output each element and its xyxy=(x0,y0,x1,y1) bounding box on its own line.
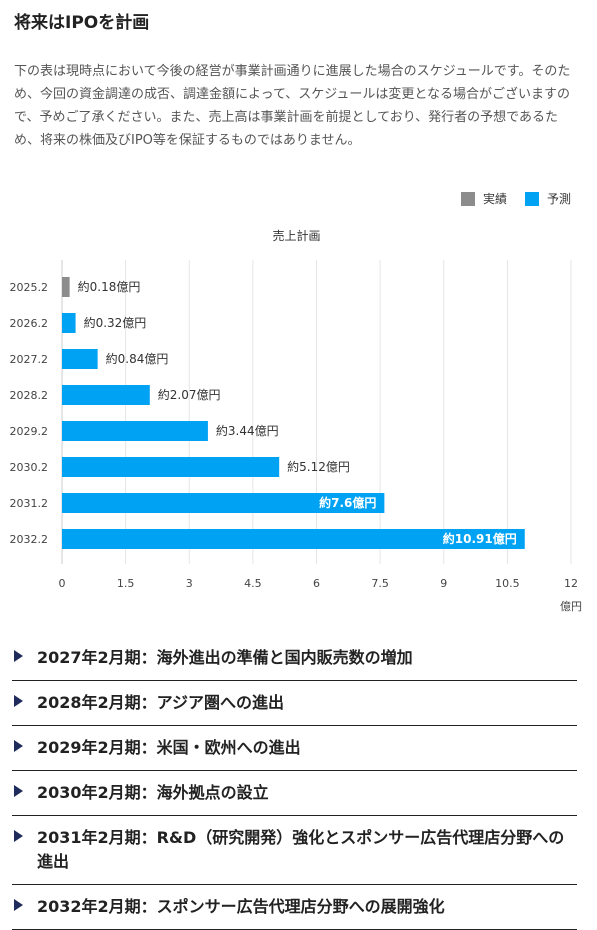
bar-data-label: 約0.32億円 xyxy=(84,315,147,330)
x-tick-label: 6 xyxy=(313,577,320,590)
triangle-right-icon xyxy=(14,899,23,911)
milestone-text: 2031年2月期：R&D（研究開発）強化とスポンサー広告代理店分野への進出 xyxy=(37,828,565,871)
milestone-item[interactable]: 2028年2月期：アジア圏への進出 xyxy=(12,681,577,726)
milestone-text: 2029年2月期：米国・欧州への進出 xyxy=(37,738,301,757)
y-category-label: 2029.2 xyxy=(10,425,49,438)
bar xyxy=(62,385,150,405)
x-tick-label: 0 xyxy=(59,577,66,590)
bar xyxy=(62,457,280,477)
bar xyxy=(62,277,70,297)
y-category-label: 2030.2 xyxy=(10,461,49,474)
triangle-right-icon xyxy=(14,785,23,797)
bar-data-label: 約2.07億円 xyxy=(158,387,221,402)
chart-legend: 実績 予測 xyxy=(443,190,571,207)
bar-data-label: 約10.91億円 xyxy=(443,531,517,546)
y-category-label: 2032.2 xyxy=(10,533,49,546)
bar xyxy=(62,493,385,513)
x-tick-label: 10.5 xyxy=(495,577,520,590)
milestone-item[interactable]: 2032年2月期：スポンサー広告代理店分野への展開強化 xyxy=(12,885,577,930)
y-category-label: 2026.2 xyxy=(10,317,49,330)
sales-plan-chart: 売上計画 0 1.5 3 4.5 6 7.5 9 10.5 12 億円 2025.2 約0.18億円 20… xyxy=(10,228,583,613)
triangle-right-icon xyxy=(14,830,23,842)
y-category-label: 2028.2 xyxy=(10,389,49,402)
milestone-item[interactable]: 2030年2月期：海外拠点の設立 xyxy=(12,771,577,816)
triangle-right-icon xyxy=(14,740,23,752)
bar-data-label: 約0.18億円 xyxy=(78,279,141,294)
legend-item-forecast[interactable]: 予測 xyxy=(524,190,571,207)
x-tick-label: 1.5 xyxy=(117,577,135,590)
bar-data-label: 約0.84億円 xyxy=(106,351,169,366)
milestone-item[interactable]: 2027年2月期：海外進出の準備と国内販売数の増加 xyxy=(12,636,577,681)
legend-label-forecast: 予測 xyxy=(546,192,571,206)
triangle-right-icon xyxy=(14,695,23,707)
chart-title: 売上計画 xyxy=(272,228,320,243)
legend-label-actual: 実績 xyxy=(482,192,507,206)
x-tick-label: 9 xyxy=(440,577,447,590)
x-tick-label: 3 xyxy=(186,577,193,590)
bar xyxy=(62,313,76,333)
legend-swatch-actual xyxy=(460,191,475,206)
milestone-text: 2030年2月期：海外拠点の設立 xyxy=(37,783,269,802)
milestone-item[interactable]: 2029年2月期：米国・欧州への進出 xyxy=(12,726,577,771)
bar xyxy=(62,421,208,441)
bar xyxy=(62,529,525,549)
milestone-text: 2028年2月期：アジア圏への進出 xyxy=(37,693,285,712)
milestone-text: 2032年2月期：スポンサー広告代理店分野への展開強化 xyxy=(37,897,445,916)
y-category-label: 2031.2 xyxy=(10,497,49,510)
legend-item-actual[interactable]: 実績 xyxy=(460,190,507,207)
x-tick-label: 4.5 xyxy=(244,577,262,590)
y-category-label: 2027.2 xyxy=(10,353,49,366)
page-title: 将来はIPOを計画 xyxy=(14,13,150,33)
milestone-text: 2027年2月期：海外進出の準備と国内販売数の増加 xyxy=(37,648,413,667)
legend-swatch-forecast xyxy=(524,191,539,206)
milestone-list: 2027年2月期：海外進出の準備と国内販売数の増加 2028年2月期：アジア圏への… xyxy=(12,636,577,930)
bar xyxy=(62,349,98,369)
bar-data-label: 約7.6億円 xyxy=(319,495,376,510)
bar-data-label: 約5.12億円 xyxy=(287,459,350,474)
x-unit-label: 億円 xyxy=(560,600,582,613)
x-tick-label: 7.5 xyxy=(371,577,389,590)
bar-data-label: 約3.44億円 xyxy=(216,423,279,438)
x-tick-label: 12 xyxy=(564,577,578,590)
milestone-item[interactable]: 2031年2月期：R&D（研究開発）強化とスポンサー広告代理店分野への進出 xyxy=(12,816,577,885)
description-text: 下の表は現時点において今後の経営が事業計画通りに進展した場合のスケジュールです。… xyxy=(14,64,571,148)
triangle-right-icon xyxy=(14,650,23,662)
y-category-label: 2025.2 xyxy=(10,281,49,294)
